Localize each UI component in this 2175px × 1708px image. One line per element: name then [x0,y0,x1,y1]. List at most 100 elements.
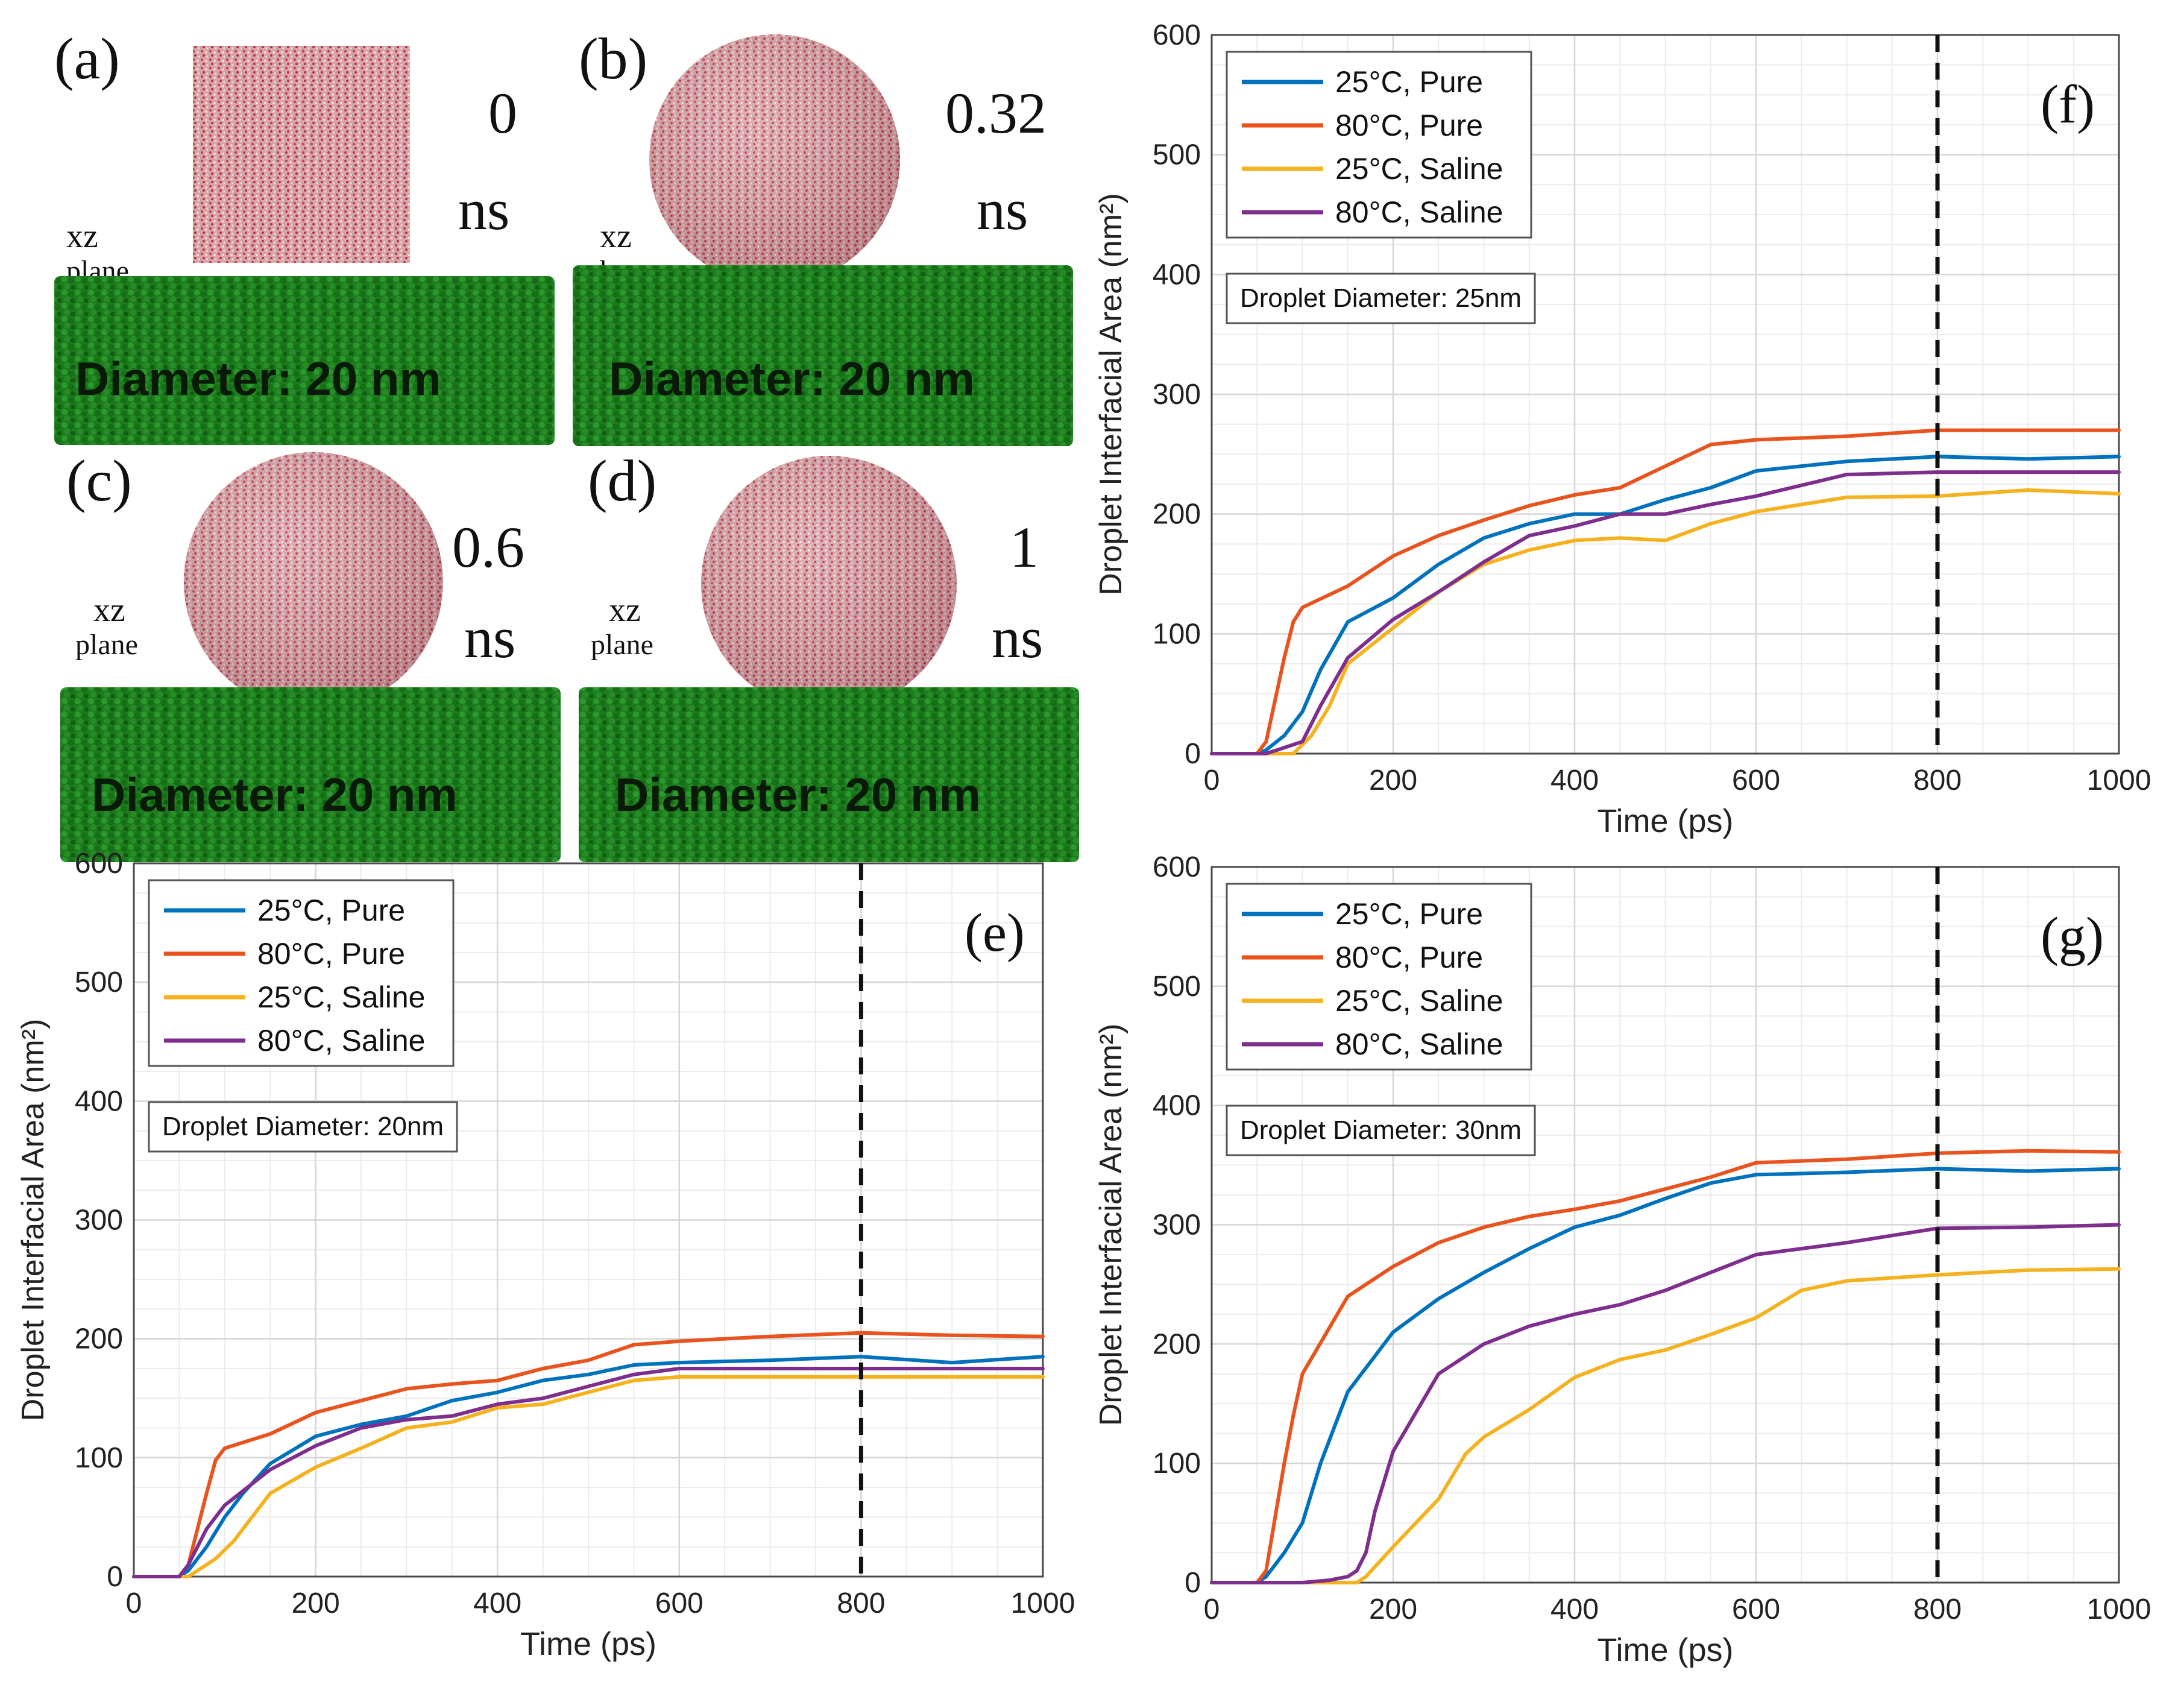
x-tick-label: 400 [473,1587,521,1619]
simulation-snapshot-b: (b) 0.32 ns xz plane Diameter: 20 nm [573,27,1073,446]
legend-entry: 80°C, Saline [1335,195,1503,229]
plane-xz: xz [609,591,641,629]
y-axis-label: Droplet Interfacial Area (nm²) [1094,193,1128,596]
droplet-shading [649,34,900,285]
plane-word: plane [75,629,138,661]
y-tick-label: 0 [1185,738,1201,770]
slab-diameter-label: Diameter: 20 nm [615,768,981,821]
y-tick-label: 100 [75,1442,123,1474]
x-tick-label: 800 [837,1587,885,1619]
x-tick-label: 600 [1732,1593,1780,1625]
series-line-pure80 [1210,428,2121,755]
legend-entry: 80°C, Pure [1335,941,1483,974]
simulation-snapshot-a: (a) 0 ns xz plane Diameter: 20 nm [54,27,555,445]
axes-frame [1210,34,2120,755]
x-tick-label: 1000 [2087,764,2151,796]
panel-letter: (b) [579,27,647,92]
x-tick-label: 600 [1732,764,1780,796]
time-value: 0.6 [452,515,524,579]
x-tick-label: 0 [126,1587,142,1619]
panel-letter: (g) [2041,907,2104,966]
annotation-text: Droplet Diameter: 20nm [162,1112,444,1141]
series-line-pure80 [1210,1149,2121,1584]
x-tick-label: 200 [1369,1593,1417,1625]
y-axis-label: Droplet Interfacial Area (nm²) [1094,1024,1128,1426]
annotation-box [148,1101,458,1153]
y-tick-label: 500 [1153,139,1201,171]
slab-diameter-label: Diameter: 20 nm [75,352,441,405]
y-axis-label: Droplet Interfacial Area (nm²) [16,1019,51,1422]
annotation-text: Droplet Diameter: 25nm [1240,283,1522,313]
series-line-saline80 [1210,1223,2121,1584]
x-tick-label: 0 [1204,1593,1220,1625]
substrate-slab [60,687,561,862]
panel-letter: (d) [588,449,656,514]
y-tick-label: 200 [1153,1328,1201,1360]
substrate-slab [579,687,1079,862]
y-tick-label: 500 [75,966,123,998]
time-value: 0 [488,81,517,145]
series-line-saline80 [132,1367,1045,1578]
x-tick-label: 800 [1913,1593,1962,1625]
time-value: 1 [1010,515,1039,579]
legend-entry: 80°C, Pure [1335,109,1483,142]
y-tick-label: 200 [1153,499,1201,531]
legend-entry: 25°C, Saline [257,980,426,1014]
annotation-box [1226,1105,1536,1156]
simulation-snapshot-c: (c) 0.6 ns xz plane Diameter: 20 nm [60,449,561,862]
x-tick-label: 200 [292,1587,340,1619]
annotation-text: Droplet Diameter: 30nm [1240,1115,1522,1145]
annotation: Droplet Diameter: 30nm [1226,1105,1536,1156]
slab-diameter-label: Diameter: 20 nm [609,352,975,405]
x-tick-label: 1000 [1011,1587,1075,1619]
x-tick-label: 800 [1913,764,1962,796]
series-line-saline25 [132,1375,1045,1578]
legend-entry: 25°C, Pure [257,893,405,927]
y-tick-label: 400 [1153,1090,1201,1122]
series-line-saline25 [1210,1267,2121,1584]
droplet-shading [701,456,957,711]
x-axis-label: Time (ps) [1597,1632,1734,1668]
legend: 25°C, Pure 80°C, Pure 25°C, Saline 80°C, Sa… [1226,883,1532,1071]
chart-panel-g: 0 200 400 600 800 1000 0 100 200 300 400 500 600 Time… [1094,851,2151,1668]
time-unit: ns [992,605,1043,670]
time-unit: ns [977,177,1028,242]
y-tick-label: 0 [1185,1567,1201,1599]
chart-panel-f: 0 200 400 600 800 1000 0 100 200 300 400 500 600 Time… [1094,19,2151,839]
y-tick-label: 300 [1153,1209,1201,1241]
legend-entry: 80°C, Pure [257,937,405,971]
substrate-slab [573,265,1073,446]
droplet-shading [184,452,443,711]
legend-entry: 80°C, Saline [257,1024,426,1057]
y-tick-label: 600 [1153,19,1201,51]
time-unit: ns [464,605,515,670]
y-tick-label: 100 [1153,618,1201,650]
series-line-saline25 [1210,488,2121,755]
time-value: 0.32 [945,81,1047,145]
legend-entry: 25°C, Pure [1335,897,1483,931]
legend: 25°C, Pure 80°C, Pure 25°C, Saline 80°C, Sa… [148,879,455,1067]
annotation: Droplet Diameter: 25nm [1226,273,1536,324]
panel-letter: (f) [2041,75,2095,134]
x-tick-label: 400 [1550,764,1599,796]
series-line-saline80 [1210,470,2121,755]
legend-entry: 25°C, Pure [1335,65,1483,99]
series-lines [1210,428,2121,755]
plane-xz: xz [93,591,125,629]
y-tick-label: 0 [107,1561,123,1593]
series-lines [1210,1149,2121,1584]
slab-diameter-label: Diameter: 20 nm [92,768,458,821]
legend-entry: 80°C, Saline [1335,1027,1503,1061]
x-tick-label: 600 [655,1587,703,1619]
x-tick-label: 1000 [2087,1593,2151,1625]
legend: 25°C, Pure 80°C, Pure 25°C, Saline 80°C, Sa… [1226,51,1532,239]
droplet-cube [193,46,410,263]
x-axis-label: Time (ps) [1597,803,1734,839]
axes-frame [133,862,1044,1578]
series-lines [132,1331,1045,1578]
plane-word: plane [591,629,653,661]
panel-letter: (e) [965,903,1025,963]
annotation: Droplet Diameter: 20nm [148,1101,458,1153]
legend-entry: 25°C, Saline [1335,984,1503,1018]
